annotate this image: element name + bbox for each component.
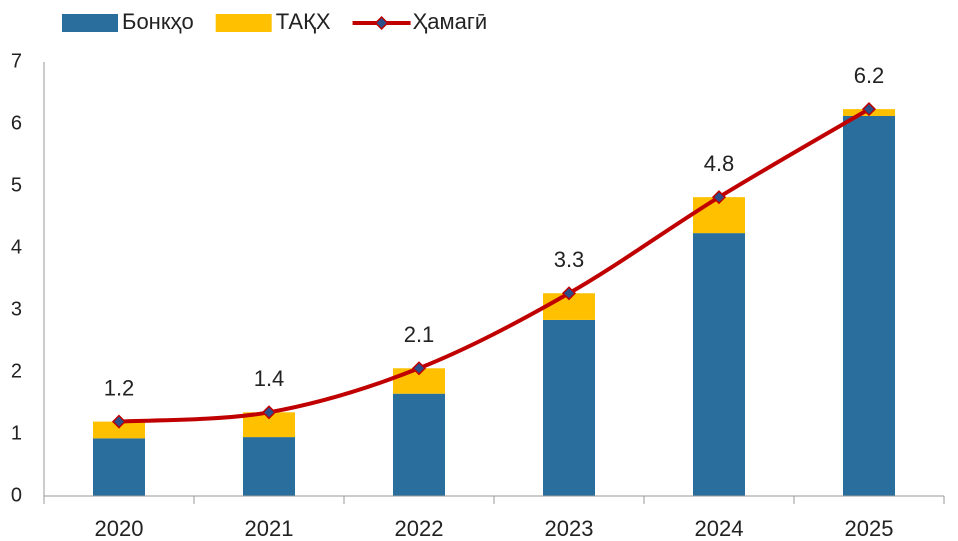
x-tick-label: 2023 [545,516,594,541]
y-tick-label: 0 [11,484,22,506]
marker [711,190,727,205]
data-label: 1.2 [104,375,135,400]
x-tick-label: 2021 [245,516,294,541]
y-tick-label: 5 [11,174,22,196]
legend-swatch [215,14,272,32]
bar [543,319,595,496]
y-tick-label: 7 [11,50,22,72]
data-label: 1.4 [254,366,285,391]
x-tick-label: 2020 [95,516,144,541]
bar [93,438,145,496]
marker [111,414,127,429]
data-label: 4.8 [704,151,735,176]
legend-label: ТАҚХ [276,9,331,34]
y-tick-label: 2 [11,360,22,382]
bar [843,115,895,496]
marker [411,361,427,376]
data-label: 3.3 [554,247,585,272]
y-tick-label: 6 [11,112,22,134]
marker [861,102,877,117]
bar [93,421,145,439]
legend-marker [374,15,389,31]
marker [261,405,277,420]
x-tick-label: 2025 [845,516,894,541]
line [118,107,871,424]
legend-label: Ҳамагӣ [413,9,488,34]
y-tick-label: 4 [11,236,22,258]
data-label: 6.2 [854,63,885,88]
marker [561,286,577,301]
data-label: 2.1 [404,322,435,347]
legend-label: Бонкҳо [122,9,194,34]
x-tick-label: 2024 [695,516,744,541]
bar [243,437,295,496]
bar [393,393,445,496]
bar [693,233,745,496]
y-tick-label: 1 [11,422,22,444]
y-tick-label: 3 [11,298,22,320]
x-tick-label: 2022 [395,516,444,541]
legend-swatch [62,14,118,32]
